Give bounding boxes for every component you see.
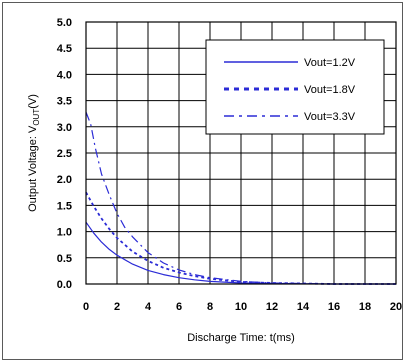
y-tick-label: 4.0: [57, 69, 72, 81]
y-tick-label: 0.0: [57, 279, 72, 291]
y-tick-label: 1.5: [57, 200, 72, 212]
y-axis-title: Output Voltage: VOUT(V): [27, 94, 41, 212]
x-tick-label: 8: [207, 301, 213, 313]
series-line-3: [85, 111, 396, 285]
x-tick-label: 18: [359, 301, 371, 313]
x-tick-label: 4: [145, 301, 152, 313]
y-tick-label: 1.0: [57, 227, 72, 239]
legend: Vout=1.2V Vout=1.8V Vout=3.3V: [205, 39, 385, 135]
x-tick-label: 2: [114, 301, 120, 313]
series-line-2: [85, 191, 396, 285]
x-tick-label: 16: [328, 301, 340, 313]
y-tick-label: 3.5: [57, 96, 72, 108]
y-tick-label: 4.5: [57, 43, 72, 55]
x-tick-labels: 0 2 4 6 8 10 12 14 16 18 20: [83, 301, 402, 313]
plot-border: [85, 21, 397, 285]
y-tick-label: 5.0: [57, 17, 72, 29]
x-tick-label: 6: [176, 301, 182, 313]
x-tick-label: 10: [235, 301, 247, 313]
legend-items: Vout=1.2V Vout=1.8V Vout=3.3V: [224, 57, 356, 123]
series-layer: [85, 111, 396, 285]
y-tick-label: 0.5: [57, 253, 72, 265]
legend-box: [205, 39, 385, 135]
legend-label-2: Vout=1.8V: [304, 84, 356, 96]
x-tick-label: 12: [266, 301, 278, 313]
y-axis-title-subscript: OUT: [32, 109, 41, 126]
x-tick-label: 20: [390, 301, 402, 313]
y-axis-title-unit: (V): [27, 94, 39, 109]
y-tick-labels: 0.0 0.5 1.0 1.5 2.0 2.5 3.0 3.5 4.0 4.5 5.0: [57, 17, 72, 291]
y-tick-label: 3.0: [57, 122, 72, 134]
y-tick-label: 2.5: [57, 148, 72, 160]
legend-label-3: Vout=3.3V: [304, 111, 356, 123]
y-tick-label: 2.0: [57, 174, 72, 186]
x-tick-label: 14: [297, 301, 310, 313]
legend-label-1: Vout=1.2V: [304, 57, 356, 69]
y-axis-title-main: Output Voltage: V: [27, 125, 39, 212]
x-tick-label: 0: [83, 301, 89, 313]
x-axis-title: Discharge Time: t(ms): [187, 332, 295, 344]
